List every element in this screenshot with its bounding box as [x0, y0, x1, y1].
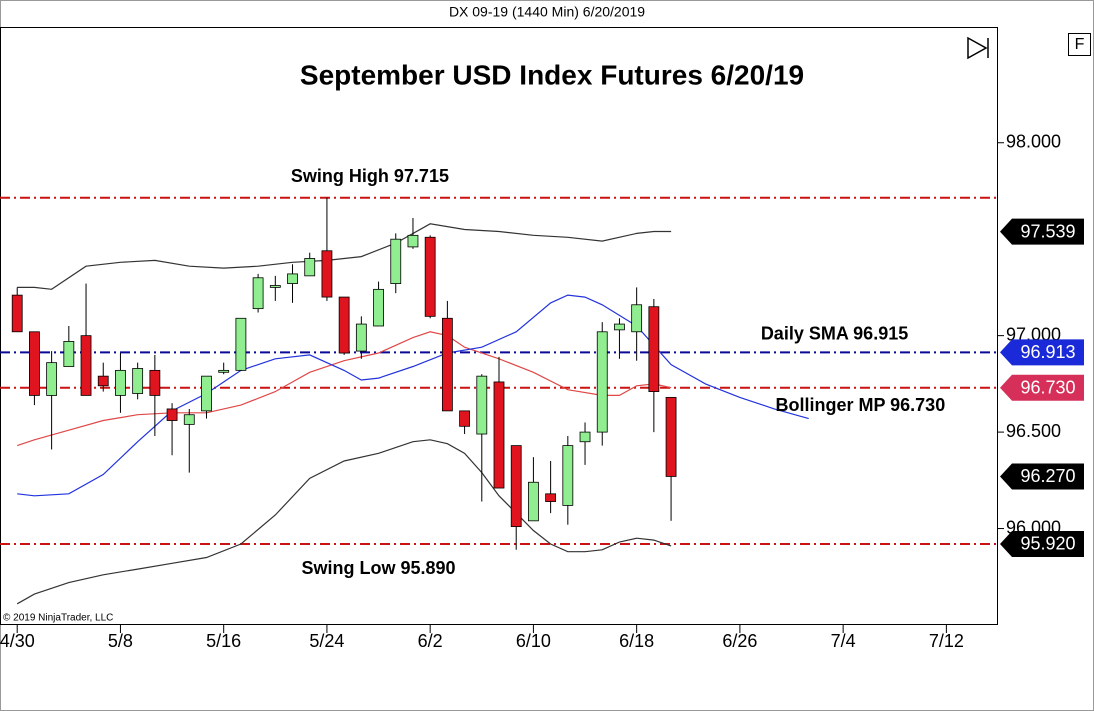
- candle-body: [614, 323, 625, 331]
- price-marker: [1000, 374, 1084, 401]
- x-tick-label: 7/4: [831, 631, 856, 651]
- plot-border: [0, 27, 998, 625]
- candle-body: [46, 362, 58, 396]
- x-tick-label: 7/12: [929, 631, 964, 651]
- candle-body: [424, 236, 436, 317]
- candle-body: [459, 410, 470, 427]
- candle-body: [218, 369, 230, 373]
- candle-body: [545, 493, 557, 502]
- annotation: Bollinger MP 96.730: [775, 395, 945, 415]
- price-marker: [1000, 218, 1084, 245]
- candle-body: [390, 238, 402, 284]
- annotation: Daily SMA 96.915: [761, 323, 908, 343]
- x-tick-label: 6/10: [516, 631, 551, 651]
- candle-body: [29, 331, 40, 396]
- candle-body: [304, 258, 316, 277]
- candle-body: [596, 331, 608, 433]
- candle-body: [80, 335, 92, 396]
- candle-body: [665, 396, 677, 477]
- candle-body: [407, 234, 419, 248]
- y-tick-label: 97.000: [1006, 324, 1061, 344]
- candle-body: [562, 445, 574, 506]
- price-marker: [1000, 530, 1084, 557]
- indicator-line: [16, 439, 672, 605]
- candle-body: [183, 414, 195, 425]
- candle-body: [648, 306, 660, 392]
- f-button-label[interactable]: F: [1075, 36, 1085, 53]
- annotation: Swing High 97.715: [291, 166, 449, 186]
- candle-body: [252, 277, 264, 310]
- candle-body: [97, 375, 109, 387]
- x-tick-label: 5/8: [108, 631, 133, 651]
- candle-body: [441, 317, 453, 412]
- header: DX 09-19 (1440 Min) 6/20/2019: [449, 4, 645, 20]
- price-marker-label: 96.730: [1020, 377, 1075, 397]
- candle-body: [631, 304, 643, 333]
- scroll-icon[interactable]: [967, 36, 989, 60]
- candle-body: [373, 288, 384, 327]
- candle-body: [269, 285, 281, 288]
- candle-body: [132, 368, 144, 394]
- candle-body: [149, 369, 161, 396]
- price-marker-label: 96.270: [1020, 466, 1075, 486]
- x-tick-label: 5/24: [309, 631, 344, 651]
- candle-body: [355, 323, 367, 352]
- candle-body: [528, 481, 539, 522]
- candle-body: [510, 445, 522, 528]
- candle-body: [63, 341, 75, 367]
- chart-title: September USD Index Futures 6/20/19: [300, 59, 804, 90]
- y-tick-label: 98.000: [1006, 131, 1061, 151]
- candle-body: [166, 408, 178, 421]
- candle-body: [201, 375, 212, 412]
- copyright: © 2019 NinjaTrader, LLC: [3, 613, 113, 624]
- candle-body: [115, 369, 126, 396]
- candle-body: [338, 296, 350, 354]
- candle-body: [321, 250, 333, 298]
- indicator-line: [17, 294, 809, 497]
- x-tick-label: 4/30: [0, 631, 35, 651]
- annotation: Swing Low 95.890: [302, 558, 456, 578]
- price-marker-label: 96.913: [1020, 342, 1075, 362]
- f-button[interactable]: [1068, 33, 1091, 56]
- x-tick-label: 6/2: [418, 631, 443, 651]
- candle-body: [579, 431, 591, 443]
- x-tick-label: 6/18: [619, 631, 654, 651]
- x-tick-label: 6/26: [722, 631, 757, 651]
- price-marker: [1000, 339, 1084, 366]
- price-marker-label: 95.920: [1020, 534, 1075, 554]
- y-tick-label: 96.500: [1006, 421, 1061, 441]
- candle-body: [493, 381, 505, 489]
- price-marker-label: 97.539: [1020, 221, 1075, 241]
- price-marker: [1000, 463, 1084, 490]
- candle-body: [235, 317, 247, 371]
- candle-body: [287, 273, 298, 284]
- indicator-line: [17, 223, 672, 290]
- x-tick-label: 5/16: [206, 631, 241, 651]
- candle-body: [11, 294, 23, 333]
- candle-body: [476, 375, 488, 435]
